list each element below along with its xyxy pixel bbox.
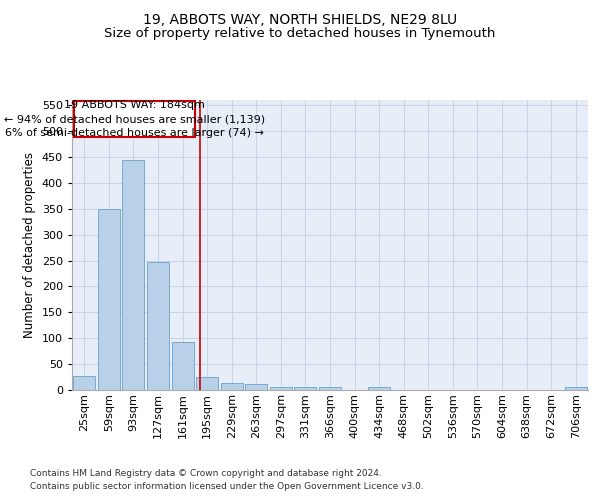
Y-axis label: Number of detached properties: Number of detached properties xyxy=(23,152,36,338)
Bar xyxy=(74,101,195,138)
Bar xyxy=(147,262,169,390)
Text: Contains HM Land Registry data © Crown copyright and database right 2024.: Contains HM Land Registry data © Crown c… xyxy=(30,468,382,477)
Bar xyxy=(245,384,268,390)
Bar xyxy=(122,160,145,390)
Bar xyxy=(295,387,316,390)
Text: 19, ABBOTS WAY, NORTH SHIELDS, NE29 8LU: 19, ABBOTS WAY, NORTH SHIELDS, NE29 8LU xyxy=(143,12,457,26)
Bar xyxy=(172,342,194,390)
Bar xyxy=(221,383,243,390)
Text: Contains public sector information licensed under the Open Government Licence v3: Contains public sector information licen… xyxy=(30,482,424,491)
Bar xyxy=(196,377,218,390)
Bar xyxy=(98,209,120,390)
Bar xyxy=(270,387,292,390)
Bar xyxy=(368,388,390,390)
Bar xyxy=(73,376,95,390)
Text: Size of property relative to detached houses in Tynemouth: Size of property relative to detached ho… xyxy=(104,28,496,40)
Bar xyxy=(319,388,341,390)
Text: 19 ABBOTS WAY: 184sqm
← 94% of detached houses are smaller (1,139)
6% of semi-de: 19 ABBOTS WAY: 184sqm ← 94% of detached … xyxy=(4,100,265,138)
Bar xyxy=(565,388,587,390)
